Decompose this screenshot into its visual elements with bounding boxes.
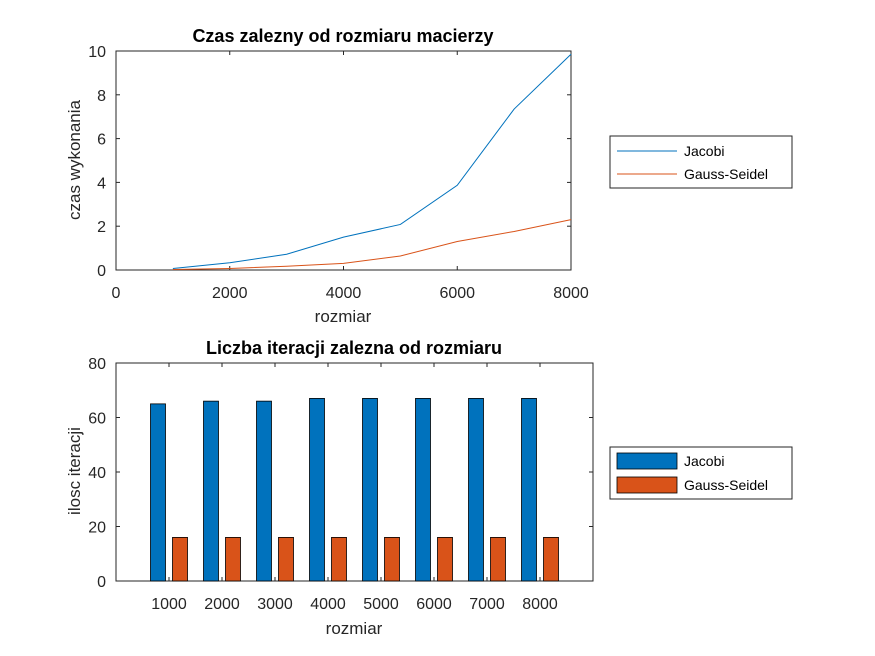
bar-gauss-seidel-6000 — [437, 537, 453, 582]
bar-chart-xlabel: rozmiar — [326, 619, 383, 638]
x-tick-label: 2000 — [212, 285, 248, 302]
bar-chart-legend: Jacobi Gauss-Seidel — [609, 446, 793, 500]
bar-gauss-seidel-2000 — [225, 537, 241, 582]
line-chart-xlabel: rozmiar — [315, 307, 372, 326]
y-tick-label: 2 — [97, 219, 106, 236]
x-tick-label: 6000 — [439, 285, 475, 302]
x-tick-label: 8000 — [522, 596, 558, 613]
bar-jacobi-7000 — [468, 398, 484, 582]
bar-gauss-seidel-1000 — [172, 537, 188, 582]
bar-chart-ylabel: ilosc iteracji — [65, 427, 84, 515]
legend-swatch-gauss-seidel — [616, 476, 678, 494]
bar-gauss-seidel-3000 — [278, 537, 294, 582]
bar-jacobi-3000 — [256, 400, 272, 582]
y-tick-label: 20 — [88, 520, 106, 537]
line-chart-title: Czas zalezny od rozmiaru macierzy — [192, 26, 493, 46]
y-tick-label: 6 — [97, 132, 106, 149]
bar-jacobi-2000 — [203, 400, 219, 582]
y-tick-label: 60 — [88, 411, 106, 428]
legend-label-gauss-seidel: Gauss-Seidel — [684, 166, 768, 182]
x-tick-label: 4000 — [326, 285, 362, 302]
bar-jacobi-8000 — [521, 398, 537, 582]
bar-jacobi-4000 — [309, 398, 325, 582]
bar-jacobi-6000 — [415, 398, 431, 582]
y-tick-label: 4 — [97, 175, 106, 192]
x-tick-label: 4000 — [310, 596, 346, 613]
legend-swatch-jacobi — [616, 452, 678, 470]
y-tick-label: 8 — [97, 88, 106, 105]
bar-gauss-seidel-7000 — [490, 537, 506, 582]
x-tick-label: 6000 — [416, 596, 452, 613]
x-tick-label: 8000 — [553, 285, 589, 302]
x-tick-label: 3000 — [257, 596, 293, 613]
line-chart-plot-area — [115, 50, 572, 271]
y-tick-label: 40 — [88, 465, 106, 482]
y-tick-label: 0 — [97, 574, 106, 591]
bar-chart-title: Liczba iteracji zalezna od rozmiaru — [206, 338, 502, 358]
bar-gauss-seidel-5000 — [384, 537, 400, 582]
bar-chart: Liczba iteracji zalezna od rozmiaru rozm… — [65, 338, 793, 638]
series-line-jacobi — [172, 53, 572, 269]
x-tick-label: 7000 — [469, 596, 505, 613]
legend-label-jacobi: Jacobi — [684, 143, 724, 159]
series-line-gauss-seidel — [172, 219, 572, 271]
y-tick-label: 80 — [88, 356, 106, 373]
legend-label-jacobi: Jacobi — [684, 453, 724, 469]
line-chart-legend: Jacobi Gauss-Seidel — [609, 135, 793, 189]
bar-gauss-seidel-8000 — [543, 537, 559, 582]
x-tick-label: 0 — [112, 285, 121, 302]
line-chart: Czas zalezny od rozmiaru macierzy rozmia… — [65, 26, 793, 326]
bar-gauss-seidel-4000 — [331, 537, 347, 582]
line-chart-legend-box — [609, 135, 793, 189]
bar-jacobi-5000 — [362, 398, 378, 582]
y-tick-label: 0 — [97, 263, 106, 280]
x-tick-label: 2000 — [204, 596, 240, 613]
x-tick-label: 1000 — [151, 596, 187, 613]
y-tick-label: 10 — [88, 44, 106, 61]
bar-jacobi-1000 — [150, 403, 166, 582]
line-chart-ylabel: czas wykonania — [65, 99, 84, 220]
legend-label-gauss-seidel: Gauss-Seidel — [684, 477, 768, 493]
x-tick-label: 5000 — [363, 596, 399, 613]
